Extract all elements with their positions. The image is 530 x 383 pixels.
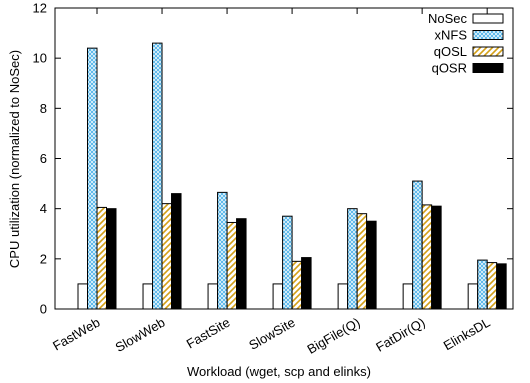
legend-label-qosl: qOSL [434,44,467,59]
y-tick-label: 10 [33,51,47,66]
bar-xnfs-bigfileq [347,208,358,310]
x-tick-label: SlowSite [246,315,297,353]
bar-nosec-bigfileq [337,283,349,310]
legend-swatch-nosec [472,13,504,24]
bar-nosec-fatdirq [402,283,414,310]
bar-qosr-slowweb [171,193,182,310]
bar-qosr-fastsite [236,218,247,310]
bar-xnfs-elinksdl [477,259,488,310]
bars [77,42,507,310]
bar-qosr-slowsite [301,257,312,310]
y-tick-label: 0 [40,302,47,317]
y-tick-label: 4 [40,201,47,216]
bar-qosl-fastsite [226,221,238,310]
bar-qosr-fatdirq [431,205,442,310]
x-axis-label: Workload (wget, scp and elinks) [187,364,371,379]
bar-qosl-slowweb [161,203,173,310]
x-tick-label: BigFile(Q) [304,315,362,357]
bar-xnfs-slowweb [152,42,163,310]
x-tick-label: FastSite [184,315,233,352]
bar-xnfs-fastweb [87,47,98,310]
bar-qosl-elinksdl [486,262,498,310]
bar-qosl-fastweb [96,206,107,310]
y-tick-label: 6 [40,151,47,166]
bar-qosr-bigfileq [366,220,377,310]
y-axis: 0 2 4 6 8 10 12 [33,1,513,317]
bar-nosec-slowweb [142,283,154,310]
bar-xnfs-slowsite [282,215,293,310]
bar-xnfs-fatdirq [412,180,423,310]
x-tick-label: ElinksDL [441,315,493,354]
legend-swatch-qosr [472,63,504,73]
legend-label-nosec: NoSec [428,11,468,26]
legend-swatch-qosl [472,46,504,57]
legend-label-qosr: qOSR [432,61,467,76]
y-axis-label: CPU utilization (normalized to NoSec) [7,50,22,268]
y-tick-label: 2 [40,251,47,266]
x-tick-label: SlowWeb [113,315,168,355]
legend-label-xnfs: xNFS [435,28,468,43]
bar-nosec-elinksdl [467,283,479,310]
legend-swatch-xnfs [472,30,504,40]
y-tick-label: 8 [40,101,47,116]
bar-nosec-fastsite [207,283,219,310]
bar-qosl-slowsite [291,260,303,310]
x-tick-label: FastWeb [50,315,102,354]
y-tick-label: 12 [33,1,47,16]
bar-nosec-slowsite [272,283,284,310]
bar-qosr-elinksdl [496,263,507,310]
x-tick-label: FatDir(Q) [373,315,427,355]
bar-xnfs-fastsite [217,191,228,310]
bar-nosec-fastweb [77,283,88,310]
bar-qosl-bigfileq [356,213,368,310]
bar-qosr-fastweb [106,208,117,310]
bar-qosl-fatdirq [421,204,433,310]
